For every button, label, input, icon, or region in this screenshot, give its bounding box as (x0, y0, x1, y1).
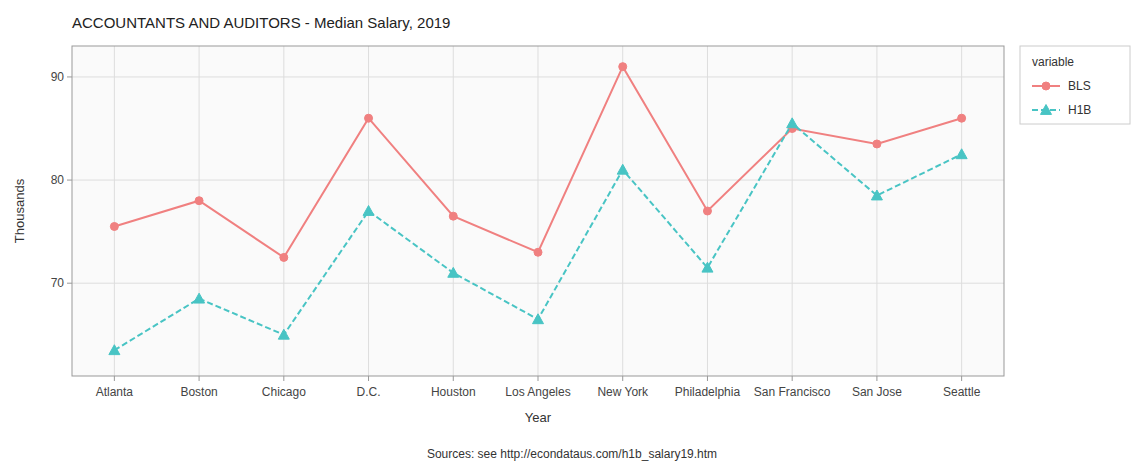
point (110, 222, 118, 230)
x-tick-label: Seattle (943, 385, 981, 399)
x-grid-line (961, 46, 962, 376)
y-tick-label: 70 (51, 276, 65, 290)
point (363, 206, 374, 216)
x-tick (114, 376, 115, 381)
point (278, 329, 289, 339)
legend-label: BLS (1068, 79, 1091, 93)
point (619, 63, 627, 71)
x-tick-label: Boston (180, 385, 217, 399)
plot-area (72, 46, 1004, 376)
point (958, 114, 966, 122)
x-tick-label: San Jose (852, 385, 902, 399)
x-tick (283, 376, 284, 381)
chart: 70 80 90 Atlanta Boston Chicago D.C. Houston Los… (0, 0, 1144, 472)
x-tick (622, 376, 623, 381)
point (617, 164, 628, 174)
point (787, 118, 798, 128)
legend-label: H1B (1068, 103, 1091, 117)
x-tick-label: Philadelphia (675, 385, 741, 399)
legend-marker (1042, 82, 1050, 90)
x-tick-label: D.C. (357, 385, 381, 399)
point (873, 140, 881, 148)
point (533, 314, 544, 324)
point (449, 212, 457, 220)
y-axis-label: Thousands (12, 178, 27, 243)
line (114, 123, 961, 350)
x-tick (538, 376, 539, 381)
x-tick (961, 376, 962, 381)
grid (72, 46, 1004, 376)
x-axis-label: Year (525, 410, 552, 425)
x-grid-line (538, 46, 539, 376)
legend-marker (1041, 105, 1052, 115)
point (109, 345, 120, 355)
y-axis: 70 80 90 (51, 70, 72, 290)
x-tick-label: San Francisco (754, 385, 831, 399)
x-tick-label: Chicago (262, 385, 306, 399)
x-tick-label: New York (597, 385, 649, 399)
x-tick (368, 376, 369, 381)
x-tick (792, 376, 793, 381)
x-grid-line (114, 46, 115, 376)
point (871, 190, 882, 200)
line (114, 67, 961, 258)
legend: variable BLS H1B (1020, 46, 1130, 124)
legend-title: variable (1032, 55, 1074, 69)
x-tick (199, 376, 200, 381)
x-grid-line (792, 46, 793, 376)
title: ACCOUNTANTS AND AUDITORS - Median Salary… (72, 14, 450, 31)
point (448, 267, 459, 277)
x-grid-line (283, 46, 284, 376)
y-tick-label: 90 (51, 70, 65, 84)
plot-marks (109, 63, 967, 355)
point (280, 253, 288, 261)
x-tick (707, 376, 708, 381)
x-grid-line (876, 46, 877, 376)
x-tick-label: Houston (431, 385, 476, 399)
x-grid-line (622, 46, 623, 376)
legend-box (1020, 46, 1130, 124)
point (194, 293, 205, 303)
point (703, 207, 711, 215)
source: Sources: see http://econdataus.com/h1b_s… (427, 447, 717, 461)
x-tick (453, 376, 454, 381)
x-tick-label: Los Angeles (505, 385, 570, 399)
y-tick (67, 283, 72, 284)
point (195, 197, 203, 205)
point (365, 114, 373, 122)
y-tick-label: 80 (51, 173, 65, 187)
x-grid-line (453, 46, 454, 376)
x-axis: Atlanta Boston Chicago D.C. Houston Los Angel… (96, 376, 981, 399)
x-tick-label: Atlanta (96, 385, 134, 399)
point (702, 262, 713, 272)
x-grid-line (199, 46, 200, 376)
series (109, 118, 967, 355)
y-tick (67, 76, 72, 77)
point (534, 248, 542, 256)
point (956, 149, 967, 159)
plot-frame (72, 46, 1004, 376)
x-tick (876, 376, 877, 381)
y-tick (67, 180, 72, 181)
